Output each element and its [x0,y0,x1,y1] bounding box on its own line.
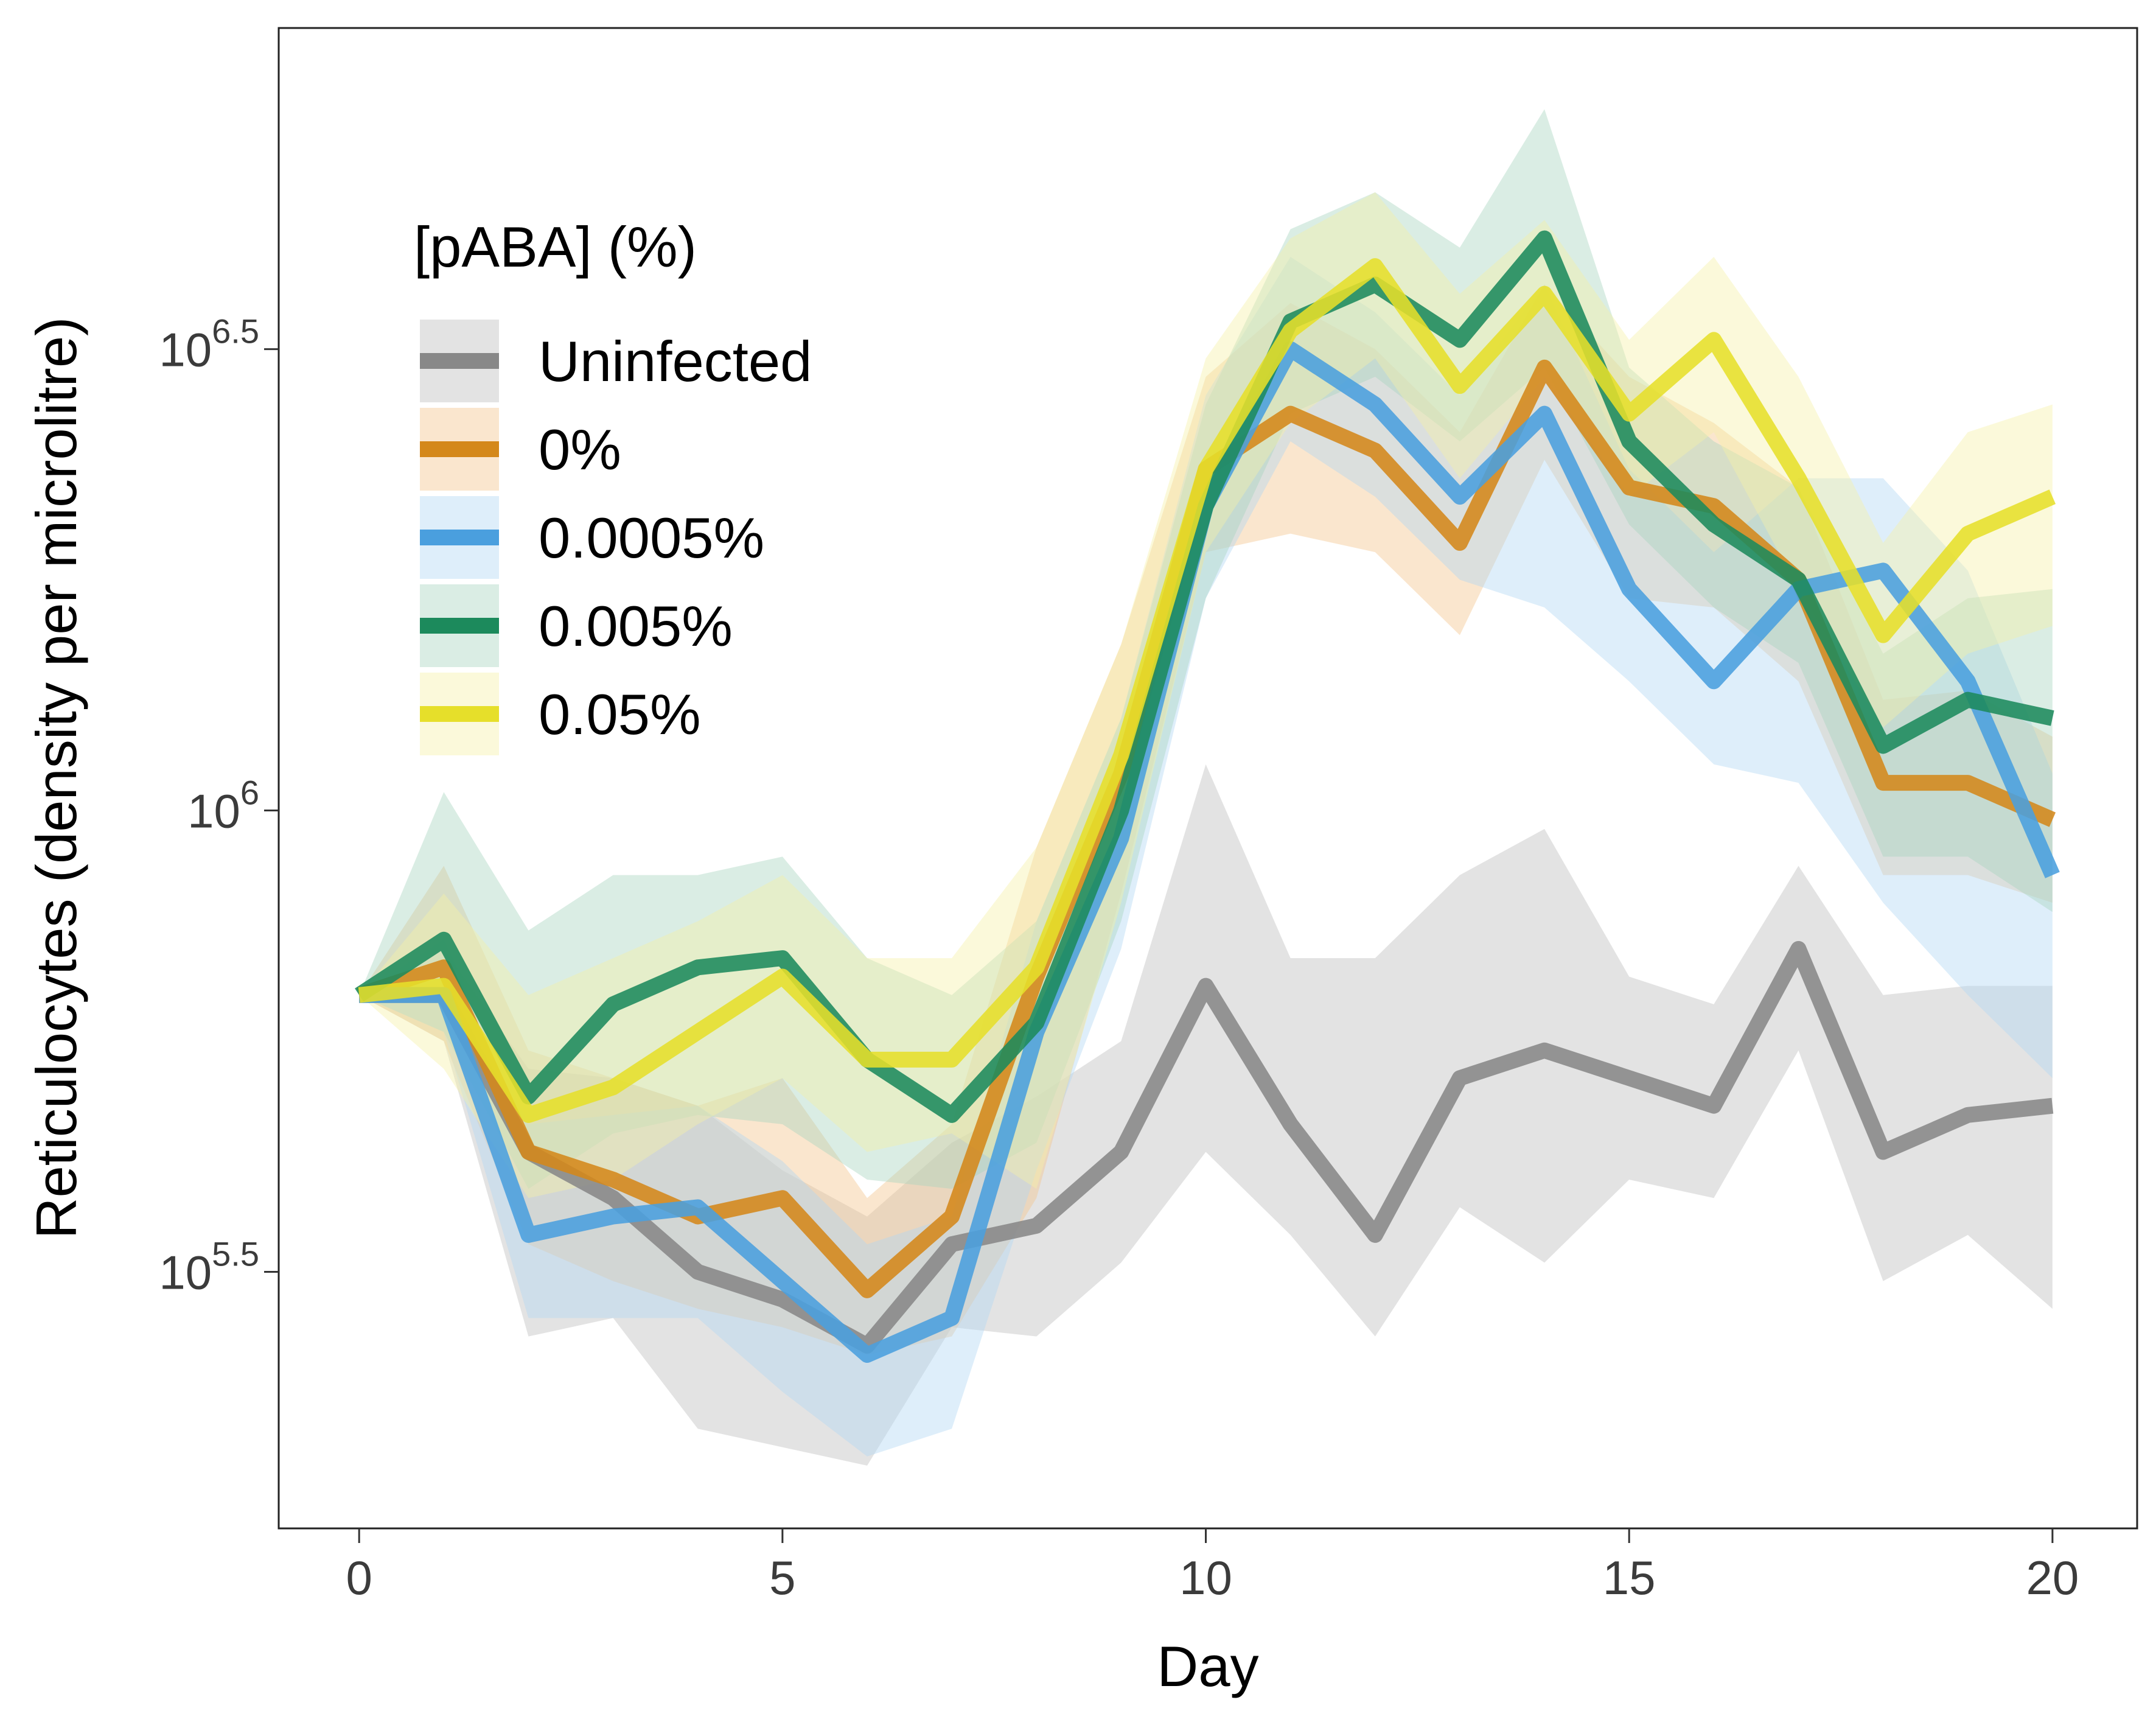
band-0-0005 [359,256,2053,1457]
x-axis-title: Day [1157,1634,1258,1698]
x-tick-label: 5 [769,1551,795,1604]
series-lines [355,230,2060,1363]
y-tick-label: 106 [187,774,259,838]
band-0 [359,284,2053,1355]
legend-title: [pABA] (%) [414,215,697,279]
legend-label-0-05: 0.05% [539,682,701,746]
plot-border [277,27,2138,1530]
plot-area [355,109,2060,1466]
x-tick-label: 0 [346,1551,372,1604]
legend-label-0-005: 0.005% [539,594,733,658]
x-tick-label: 20 [2026,1551,2079,1604]
y-tick-label: 106.5 [159,312,259,377]
y-axis-title: Reticulocytes (density per microlitre) [24,317,88,1239]
x-tick-label: 10 [1179,1551,1232,1604]
legend-label-uninfected: Uninfected [539,329,812,393]
legend-label-0: 0% [539,418,621,481]
line-0-005 [355,230,2054,1123]
legend-items: Uninfected 0% 0.0005% 0.005% 0.05% [420,320,812,755]
line-0-05 [358,258,2056,1123]
y-tick-label: 105.5 [159,1235,259,1300]
legend: [pABA] (%) Uninfected 0% 0.0005% 0.005% 0.05… [414,215,812,755]
x-axis: 0 5 10 15 20 [346,1528,2079,1604]
line-uninfected [359,940,2054,1354]
band-0-005 [359,109,2053,1189]
y-axis: 105.5 106 106.5 [159,312,279,1300]
x-tick-label: 15 [1603,1551,1656,1604]
legend-label-0-0005: 0.0005% [539,506,764,570]
